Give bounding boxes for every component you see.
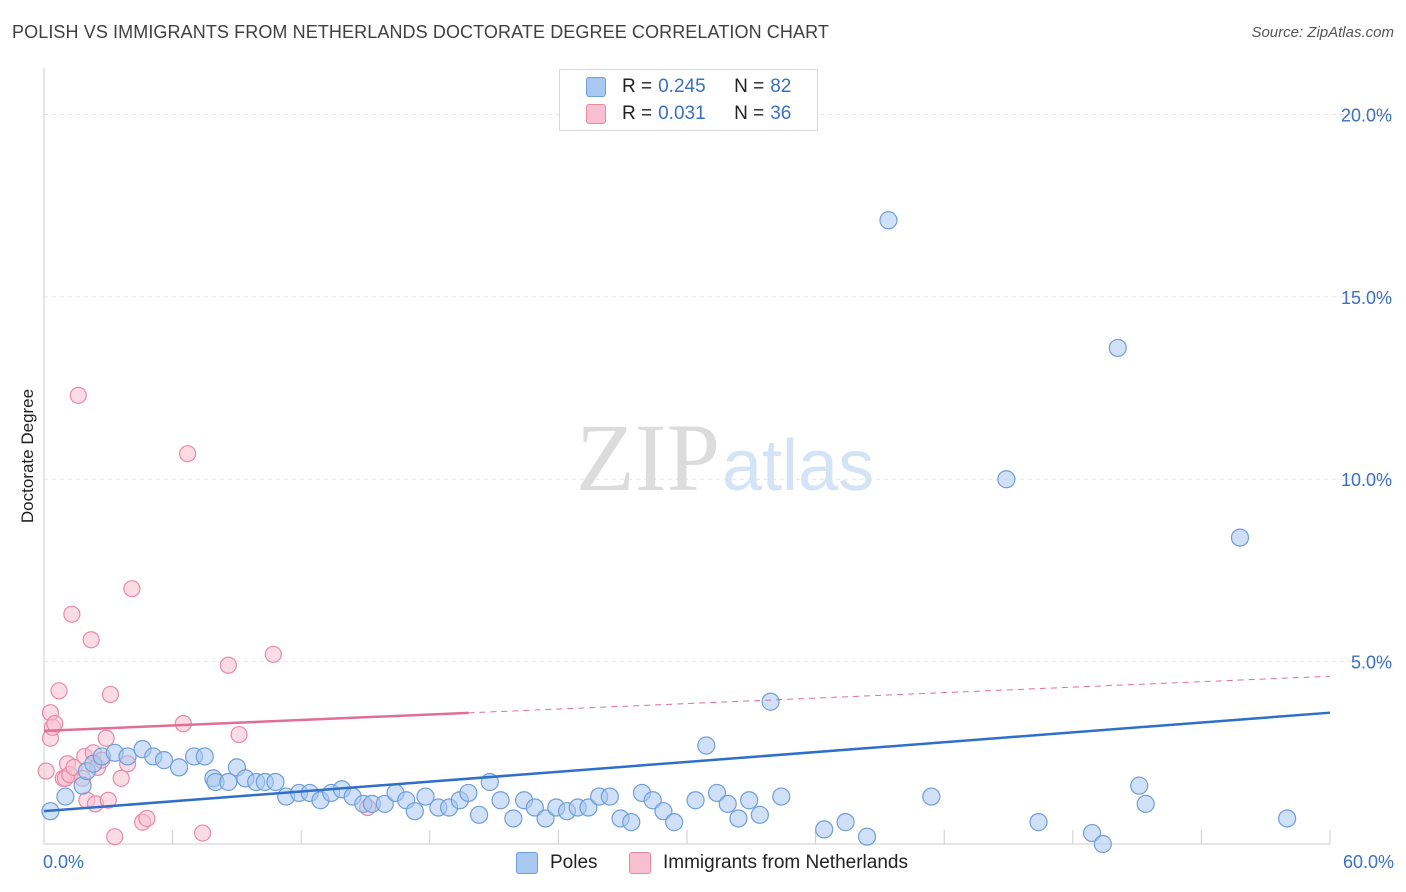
legend-r-value: 0.245 <box>658 76 706 97</box>
data-point <box>405 802 424 821</box>
data-point <box>491 791 510 810</box>
data-point <box>1230 528 1250 547</box>
legend-swatch-immigrants <box>586 104 606 124</box>
y-tick-label: 15.0% <box>1341 288 1392 308</box>
data-point <box>665 813 684 832</box>
immigrants-trend-extension <box>468 675 1331 714</box>
immigrants-trend-line <box>43 711 469 733</box>
data-point <box>219 656 237 674</box>
data-point <box>154 751 174 770</box>
legend-swatch-poles <box>516 852 538 874</box>
watermark-atlas: atlas <box>722 426 874 506</box>
x-tick-min: 0.0% <box>43 852 85 872</box>
data-point <box>50 682 68 700</box>
data-point <box>112 769 130 787</box>
data-point <box>99 791 117 809</box>
data-point <box>63 605 81 623</box>
data-point <box>97 729 115 747</box>
data-point <box>101 685 120 704</box>
data-point <box>1029 813 1048 832</box>
data-point <box>1093 834 1112 854</box>
data-point <box>266 772 285 792</box>
data-point <box>536 809 555 828</box>
watermark-zip: ZIP <box>576 404 720 511</box>
data-point <box>230 725 248 744</box>
data-point <box>600 787 619 806</box>
data-point <box>106 828 124 846</box>
data-point <box>997 470 1016 489</box>
legend-item-poles: Poles <box>516 852 598 874</box>
source-credit: Source: ZipAtlas.com <box>1251 24 1394 41</box>
data-point <box>195 747 214 766</box>
legend-swatch-immigrants <box>629 852 651 874</box>
data-point <box>761 692 780 711</box>
data-point <box>815 820 834 839</box>
y-tick-labels: 5.0% 10.0% 15.0% 20.0% <box>1341 105 1392 672</box>
trend-lines <box>43 675 1331 813</box>
data-point <box>707 783 727 803</box>
data-point <box>718 794 737 813</box>
data-point <box>922 787 941 806</box>
data-point <box>729 809 748 828</box>
data-point <box>740 791 759 810</box>
data-point <box>697 736 716 755</box>
legend-n-label: N = <box>734 76 765 97</box>
legend-r-value: 0.031 <box>658 103 706 124</box>
data-point <box>416 787 435 806</box>
data-point <box>375 794 394 813</box>
data-point <box>643 791 662 810</box>
legend-r-label: R = <box>622 103 653 124</box>
data-point <box>1130 776 1149 795</box>
data-point <box>194 824 212 842</box>
data-point <box>1082 823 1102 843</box>
data-point <box>836 813 855 832</box>
data-point <box>179 445 197 463</box>
legend-r-label: R = <box>622 76 653 97</box>
data-point <box>772 787 791 806</box>
legend-n-value: 82 <box>770 76 792 97</box>
legend-n-label: N = <box>734 103 765 124</box>
poles-points <box>41 211 1297 854</box>
data-point <box>469 805 489 824</box>
data-point <box>1108 338 1127 358</box>
stats-legend: R = 0.245 N = 82 R = 0.031 N = 36 <box>559 69 818 131</box>
data-point <box>1136 794 1155 813</box>
data-point <box>504 809 523 828</box>
data-point <box>169 758 189 777</box>
data-point <box>56 787 75 806</box>
data-point <box>118 747 137 766</box>
legend-n-value: 36 <box>770 103 792 124</box>
data-point <box>82 631 100 649</box>
data-point <box>622 813 641 832</box>
data-point <box>69 386 87 404</box>
y-tick-label: 10.0% <box>1341 470 1392 490</box>
data-point <box>123 580 141 598</box>
data-point <box>857 827 877 846</box>
legend-label-immigrants: Immigrants from Netherlands <box>663 852 908 873</box>
data-point <box>579 798 598 817</box>
chart-title: POLISH VS IMMIGRANTS FROM NETHERLANDS DO… <box>12 22 829 42</box>
data-point <box>750 805 769 824</box>
data-point <box>686 791 705 810</box>
legend-swatch-poles <box>586 77 606 97</box>
data-point <box>1278 809 1297 828</box>
y-tick-label: 5.0% <box>1351 653 1392 673</box>
data-point <box>37 762 55 780</box>
legend-row-poles: R = 0.245 N = 82 <box>586 74 791 100</box>
data-point <box>219 772 238 792</box>
x-tick-max: 60.0% <box>1342 852 1394 872</box>
data-point <box>138 809 156 828</box>
legend-item-immigrants: Immigrants from Netherlands <box>629 852 908 874</box>
poles-trend-line <box>43 711 1331 813</box>
data-point <box>264 645 282 663</box>
legend-label-poles: Poles <box>550 852 598 873</box>
data-point <box>654 802 673 821</box>
y-tick-label: 20.0% <box>1341 105 1392 125</box>
data-point <box>459 783 478 803</box>
legend-row-immigrants: R = 0.031 N = 36 <box>586 101 791 127</box>
data-point <box>525 798 544 817</box>
gridlines <box>44 113 1392 663</box>
data-point <box>879 211 898 230</box>
